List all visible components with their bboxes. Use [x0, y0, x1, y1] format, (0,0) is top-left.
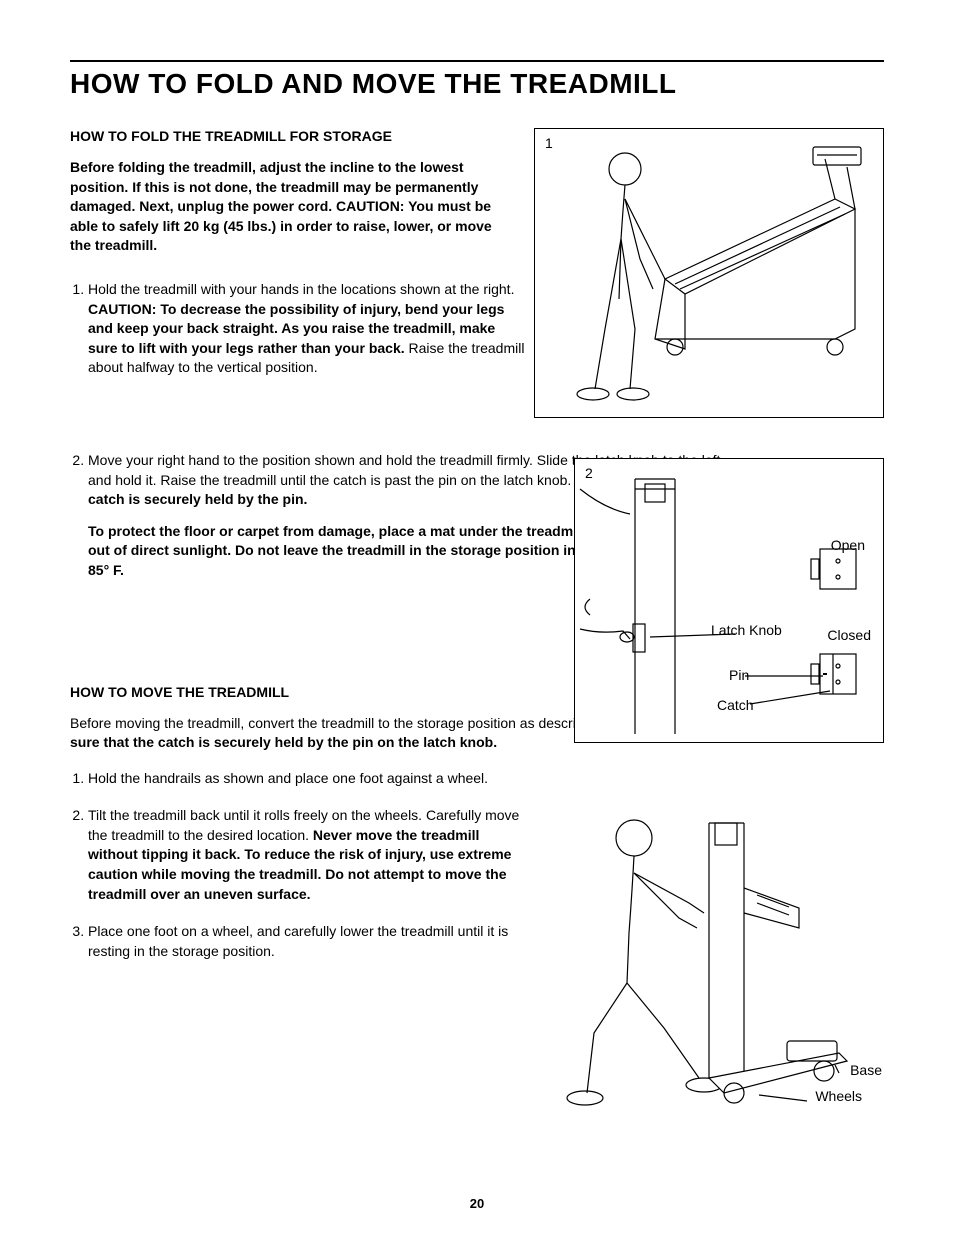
label-open: Open: [831, 537, 865, 553]
step-lead: Place one foot on a wheel, and carefully…: [88, 923, 508, 959]
label-pin: Pin: [729, 667, 749, 683]
fold-step-1: Hold the treadmill with your hands in th…: [88, 280, 528, 378]
figure-3-illustration: [539, 793, 884, 1128]
page-title: HOW TO FOLD AND MOVE THE TREADMILL: [70, 68, 884, 100]
figure-2: 2: [574, 458, 884, 743]
label-wheels: Wheels: [815, 1088, 862, 1104]
label-latch-knob: Latch Knob: [711, 623, 761, 638]
move-step-2: Tilt the treadmill back until it rolls f…: [88, 806, 528, 904]
title-bar: HOW TO FOLD AND MOVE THE TREADMILL: [70, 60, 884, 100]
label-base: Base: [850, 1062, 882, 1078]
figure-1-illustration: [535, 129, 883, 417]
figure-1: 1: [534, 128, 884, 418]
figure-1-number: 1: [545, 135, 553, 151]
fold-intro: Before folding the treadmill, adjust the…: [70, 158, 510, 256]
content: HOW TO FOLD THE TREADMILL FOR STORAGE Be…: [70, 128, 884, 961]
step-lead: Hold the handrails as shown and place on…: [88, 770, 488, 786]
figure-3: Base Wheels: [539, 793, 884, 1128]
figure-2-number: 2: [585, 465, 593, 481]
step-lead: Hold the treadmill with your hands in th…: [88, 281, 514, 297]
label-catch: Catch: [717, 697, 754, 713]
move-intro-lead: Before moving the treadmill, convert the…: [70, 715, 649, 731]
move-step-1: Hold the handrails as shown and place on…: [88, 769, 728, 789]
label-closed: Closed: [827, 627, 871, 643]
page-number: 20: [470, 1196, 484, 1211]
move-step-3: Place one foot on a wheel, and carefully…: [88, 922, 528, 961]
